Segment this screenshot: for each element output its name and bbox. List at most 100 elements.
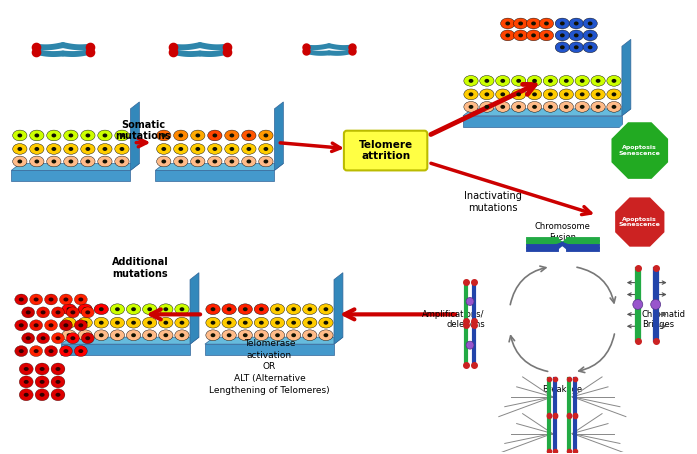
Ellipse shape <box>263 133 268 138</box>
Ellipse shape <box>259 130 273 141</box>
Ellipse shape <box>66 333 79 344</box>
Ellipse shape <box>559 102 574 112</box>
Ellipse shape <box>307 307 312 311</box>
Ellipse shape <box>560 45 565 49</box>
Ellipse shape <box>270 330 284 340</box>
Ellipse shape <box>243 333 247 337</box>
Ellipse shape <box>82 333 94 344</box>
Ellipse shape <box>559 75 574 86</box>
Ellipse shape <box>286 317 301 328</box>
Polygon shape <box>61 344 190 355</box>
Ellipse shape <box>270 317 284 328</box>
Ellipse shape <box>307 321 312 325</box>
Ellipse shape <box>195 133 200 138</box>
Text: Somatic
mutations: Somatic mutations <box>116 120 171 142</box>
Ellipse shape <box>591 102 605 112</box>
Ellipse shape <box>528 89 542 100</box>
Ellipse shape <box>532 105 537 109</box>
Ellipse shape <box>51 363 65 375</box>
Ellipse shape <box>611 105 616 109</box>
Ellipse shape <box>20 363 33 375</box>
Ellipse shape <box>59 294 72 305</box>
Ellipse shape <box>63 297 68 301</box>
Ellipse shape <box>254 317 268 328</box>
Ellipse shape <box>531 21 536 25</box>
Ellipse shape <box>500 79 505 83</box>
Ellipse shape <box>484 92 489 96</box>
Ellipse shape <box>516 105 521 109</box>
Ellipse shape <box>583 30 597 41</box>
Ellipse shape <box>575 102 590 112</box>
Ellipse shape <box>496 89 510 100</box>
Text: Telomere
attrition: Telomere attrition <box>358 140 413 161</box>
Ellipse shape <box>102 147 107 151</box>
Ellipse shape <box>83 307 88 311</box>
Ellipse shape <box>575 75 590 86</box>
Polygon shape <box>155 163 284 170</box>
Ellipse shape <box>213 133 217 138</box>
Ellipse shape <box>206 304 220 315</box>
Polygon shape <box>614 196 666 248</box>
Ellipse shape <box>227 307 231 311</box>
Ellipse shape <box>56 311 61 314</box>
Ellipse shape <box>275 333 280 337</box>
Ellipse shape <box>17 147 22 151</box>
Ellipse shape <box>175 317 189 328</box>
Ellipse shape <box>63 323 68 327</box>
Ellipse shape <box>528 102 542 112</box>
Ellipse shape <box>516 92 521 96</box>
Ellipse shape <box>52 133 56 138</box>
Ellipse shape <box>78 317 92 328</box>
Ellipse shape <box>174 130 188 141</box>
Ellipse shape <box>163 321 168 325</box>
Ellipse shape <box>480 89 494 100</box>
Ellipse shape <box>254 304 268 315</box>
Ellipse shape <box>99 333 104 337</box>
FancyBboxPatch shape <box>344 131 427 170</box>
Ellipse shape <box>45 345 57 356</box>
Ellipse shape <box>526 30 541 41</box>
Ellipse shape <box>162 133 166 138</box>
Ellipse shape <box>532 92 537 96</box>
Circle shape <box>651 300 661 310</box>
Ellipse shape <box>59 345 72 356</box>
Ellipse shape <box>548 79 553 83</box>
Ellipse shape <box>56 367 61 371</box>
Ellipse shape <box>126 317 141 328</box>
Ellipse shape <box>243 321 247 325</box>
Ellipse shape <box>210 321 215 325</box>
Ellipse shape <box>323 307 328 311</box>
Ellipse shape <box>319 304 333 315</box>
Ellipse shape <box>178 133 183 138</box>
Ellipse shape <box>68 147 73 151</box>
Ellipse shape <box>70 311 75 314</box>
Ellipse shape <box>275 321 280 325</box>
Ellipse shape <box>86 133 91 138</box>
Ellipse shape <box>35 363 49 375</box>
Ellipse shape <box>224 130 239 141</box>
Ellipse shape <box>227 333 231 337</box>
Ellipse shape <box>591 89 605 100</box>
Ellipse shape <box>588 45 592 49</box>
Ellipse shape <box>180 321 184 325</box>
Ellipse shape <box>51 376 65 388</box>
Ellipse shape <box>78 349 84 353</box>
Ellipse shape <box>56 380 61 384</box>
Ellipse shape <box>564 92 569 96</box>
Ellipse shape <box>569 42 583 53</box>
Ellipse shape <box>539 30 553 41</box>
Ellipse shape <box>175 330 189 340</box>
Ellipse shape <box>63 349 68 353</box>
Ellipse shape <box>516 79 521 83</box>
Ellipse shape <box>68 133 73 138</box>
Ellipse shape <box>208 156 222 167</box>
Ellipse shape <box>323 333 328 337</box>
Ellipse shape <box>484 79 489 83</box>
Ellipse shape <box>539 18 553 29</box>
Ellipse shape <box>56 393 61 397</box>
Ellipse shape <box>242 130 256 141</box>
Ellipse shape <box>143 304 157 315</box>
Ellipse shape <box>195 147 200 151</box>
Ellipse shape <box>556 18 569 29</box>
Ellipse shape <box>464 75 478 86</box>
